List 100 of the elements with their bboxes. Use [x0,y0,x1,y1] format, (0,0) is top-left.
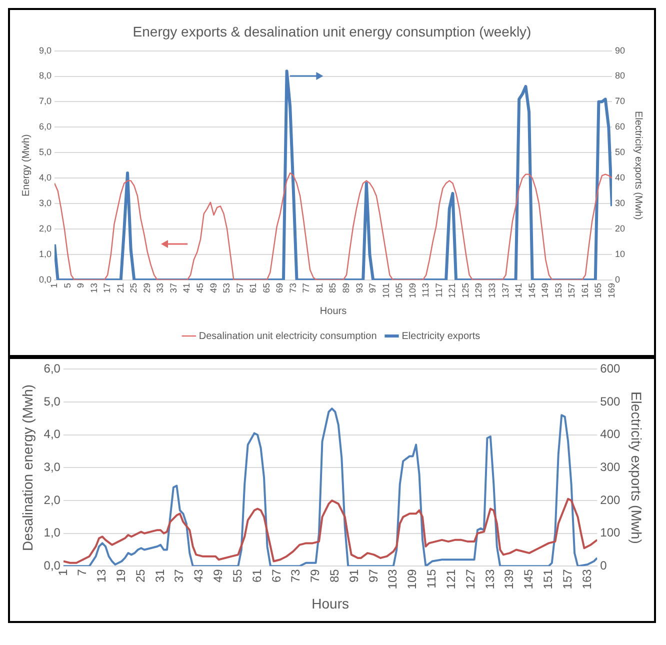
x-tick-label: 115 [424,568,439,588]
x-tick-label: 49 [208,282,218,293]
x-tick-label: 57 [234,282,245,293]
y2-tick-label: 200 [600,492,621,507]
x-tick-label: 105 [394,282,404,298]
y2-tick-label: 60 [614,122,626,132]
y2-tick-label: 300 [600,460,621,474]
x-tick-label: 37 [172,568,186,583]
x-tick-label: 65 [261,282,272,293]
x-tick-label: 43 [192,568,206,583]
x-tick-label: 109 [407,282,418,298]
y2-tick-label: 0 [614,274,620,284]
x-tick-label: 5 [62,282,72,288]
y-tick-label: 6,0 [38,122,52,132]
x-tick-label: 137 [500,282,510,298]
y-axis-title: Energy (Mwh) [20,134,32,197]
x-tick-label: 25 [133,568,148,583]
x-tick-label: 9 [76,282,86,288]
x-tick-label: 129 [474,282,484,298]
x-tick-label: 73 [288,282,298,293]
x-tick-label: 33 [155,282,166,293]
y-tick-label: 3,0 [38,198,52,208]
y-tick-label: 7,0 [38,96,52,106]
x-tick-label: 153 [553,282,564,298]
y2-tick-label: 100 [600,526,621,540]
x-tick-label: 13 [94,568,109,583]
y-tick-label: 9,0 [38,45,52,56]
x-tick-label: 93 [354,282,364,293]
y2-tick-label: 30 [614,198,626,208]
x-tick-label: 91 [346,568,361,583]
x-tick-label: 37 [168,282,178,293]
y2-tick-label: 10 [614,249,626,260]
y-tick-label: 5,0 [44,394,61,408]
x-tick-label: 25 [128,282,139,293]
y-tick-label: 1,0 [44,526,61,540]
x-tick-label: 81 [314,282,324,293]
y-tick-label: 4,0 [38,172,52,183]
x-tick-label: 133 [487,282,498,298]
x-tick-label: 89 [341,282,352,293]
x-tick-label: 157 [566,282,577,298]
y-tick-label: 0,0 [38,274,52,284]
y-tick-label: 1,0 [38,249,52,260]
y2-axis-title: Electricity exports (Mwh) [632,110,644,220]
x-tick-label: 1 [48,282,59,288]
x-tick-label: 17 [102,282,112,293]
x-tick-label: 45 [195,282,205,293]
x-tick-label: 73 [288,568,303,583]
y2-tick-label: 40 [614,172,626,183]
legend-label: Desalination unit electricity consumption [198,330,377,342]
x-axis-title: Hours [312,595,350,612]
x-tick-label: 133 [482,568,497,590]
x-tick-label: 31 [152,568,167,583]
y-axis-title: Desalination energy (Mwh) [19,384,36,551]
y-tick-label: 8,0 [38,70,52,81]
y2-tick-label: 50 [614,147,626,158]
x-tick-label: 61 [248,282,258,293]
x-tick-label: 117 [434,282,444,298]
y2-tick-label: 400 [600,427,621,442]
y-tick-label: 5,0 [38,147,52,158]
x-tick-label: 145 [522,568,536,590]
x-tick-label: 53 [222,282,232,293]
x-tick-label: 7 [75,568,90,576]
x-tick-label: 109 [405,568,420,590]
x-tick-label: 49 [211,568,226,583]
x-tick-label: 85 [328,282,338,293]
y-tick-label: 3,0 [44,460,61,474]
x-tick-label: 19 [114,568,128,583]
x-tick-label: 163 [580,568,594,590]
x-tick-label: 125 [460,282,470,298]
x-tick-label: 139 [502,568,516,590]
x-tick-label: 121 [444,568,458,590]
y2-tick-label: 0 [600,558,608,572]
x-axis-title: Hours [320,306,347,317]
x-tick-label: 149 [540,282,550,298]
x-tick-label: 69 [274,282,285,293]
x-tick-label: 157 [560,568,574,590]
x-tick-label: 141 [514,282,524,298]
y2-tick-label: 500 [600,394,621,408]
x-tick-label: 169 [606,282,616,298]
chart-title: Energy exports & desalination unit energy consumption (weekly) [132,23,532,40]
x-tick-label: 41 [182,282,192,293]
x-tick-label: 161 [580,282,590,298]
x-tick-label: 127 [463,568,478,590]
y2-tick-label: 80 [614,70,626,81]
x-tick-label: 145 [526,282,537,298]
x-tick-label: 55 [230,568,244,583]
y2-tick-label: 20 [614,224,626,234]
x-tick-label: 101 [380,282,391,298]
y-tick-label: 4,0 [44,427,61,442]
y-tick-label: 6,0 [44,362,61,376]
x-tick-label: 97 [366,568,380,583]
x-tick-label: 21 [115,282,126,293]
y2-tick-label: 90 [614,45,626,56]
x-tick-label: 79 [308,568,322,583]
y2-tick-label: 600 [600,362,621,376]
y-tick-label: 2,0 [44,492,61,507]
x-tick-label: 103 [386,568,400,590]
x-tick-label: 121 [447,282,458,298]
y-tick-label: 2,0 [38,224,52,234]
y2-tick-label: 70 [614,96,626,106]
